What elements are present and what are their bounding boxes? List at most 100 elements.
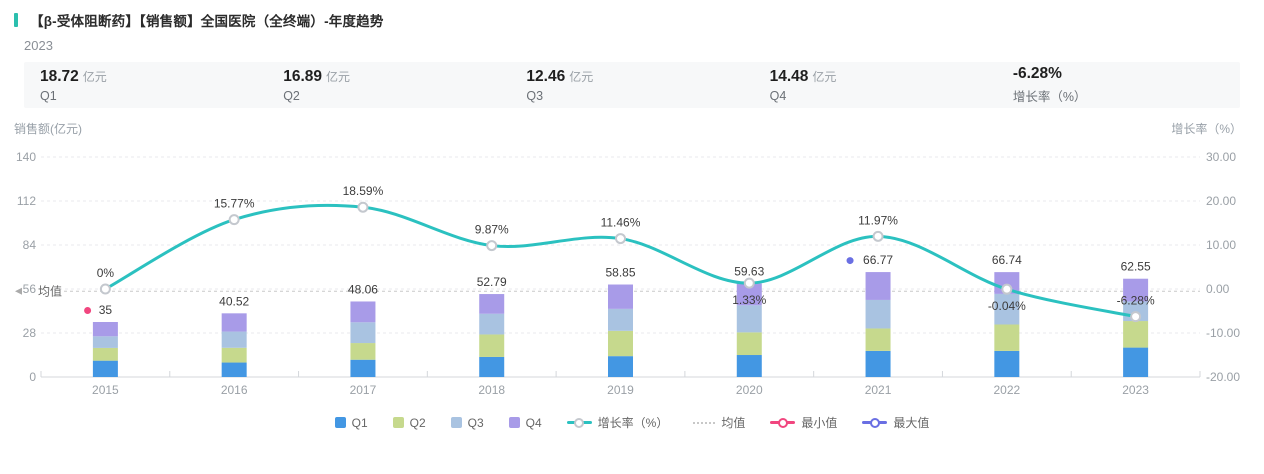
stat-增长率（%）: -6.28% 增长率（%） bbox=[997, 65, 1240, 105]
legend-label: 最小值 bbox=[801, 416, 838, 430]
growth-point-label: -6.28% bbox=[1117, 294, 1155, 308]
legend-label: Q1 bbox=[351, 415, 368, 430]
bar-segment-q3-2022[interactable] bbox=[994, 293, 1020, 325]
x-axis-label: 2015 bbox=[92, 383, 119, 397]
legend-swatch-icon bbox=[334, 417, 346, 428]
chart-legend: Q1 Q2 Q3 Q4 增长率（%） 均值 最小值 最大值 bbox=[0, 414, 1264, 431]
growth-point-label: 0% bbox=[97, 266, 115, 280]
growth-point-label: 9.87% bbox=[475, 223, 509, 237]
bar-segment-q4-2017[interactable] bbox=[350, 301, 376, 323]
bar-segment-q1-2018[interactable] bbox=[479, 356, 505, 377]
growth-point-label: 11.97% bbox=[858, 213, 898, 227]
bar-segment-q3-2021[interactable] bbox=[865, 299, 891, 329]
mean-line-label: 均值 bbox=[38, 283, 62, 298]
growth-point-2022[interactable] bbox=[1001, 283, 1013, 295]
stat-value: 12.46 亿元 bbox=[526, 67, 594, 85]
stat-Q1: 18.72 亿元 Q1 bbox=[24, 68, 267, 103]
legend-item-q1[interactable]: Q1 bbox=[334, 415, 368, 430]
growth-point-2020[interactable] bbox=[743, 277, 755, 289]
growth-point-2023[interactable] bbox=[1130, 311, 1142, 323]
bar-total-label: 59.63 bbox=[734, 264, 764, 278]
bar-segment-q4-2023[interactable] bbox=[1123, 278, 1149, 302]
bar-segment-q1-2022[interactable] bbox=[994, 350, 1020, 377]
bar-segment-q4-2015[interactable] bbox=[92, 322, 118, 337]
legend-item-max[interactable]: 最大值 bbox=[862, 414, 929, 431]
bar-segment-q2-2020[interactable] bbox=[736, 332, 762, 356]
bar-segment-q1-2023[interactable] bbox=[1123, 347, 1149, 377]
bar-segment-q2-2022[interactable] bbox=[994, 324, 1020, 351]
bar-segment-q4-2019[interactable] bbox=[608, 284, 633, 309]
left-axis-tick-label: 28 bbox=[23, 326, 37, 340]
left-axis-tick-label: 140 bbox=[16, 150, 36, 164]
bar-segment-q4-2021[interactable] bbox=[865, 272, 891, 300]
legend-item-line[interactable]: 增长率（%） bbox=[566, 414, 668, 431]
growth-point-2018[interactable] bbox=[486, 240, 498, 252]
bar-segment-q2-2017[interactable] bbox=[350, 343, 376, 360]
bar-segment-q2-2023[interactable] bbox=[1123, 321, 1149, 348]
left-axis-tick-label: 84 bbox=[23, 238, 37, 252]
bar-segment-q1-2021[interactable] bbox=[865, 350, 891, 377]
x-axis-label: 2020 bbox=[736, 383, 763, 397]
bar-segment-q1-2017[interactable] bbox=[350, 359, 376, 377]
bar-segment-q2-2018[interactable] bbox=[479, 334, 505, 357]
legend-item-q4[interactable]: Q4 bbox=[508, 416, 542, 430]
chart-title: 【β-受体阻断药】【销售额】全国医院（全终端）-年度趋势 bbox=[30, 14, 384, 29]
bar-segment-q2-2015[interactable] bbox=[92, 347, 118, 361]
stat-value: -6.28% bbox=[1012, 65, 1062, 82]
growth-point-2015[interactable] bbox=[99, 283, 111, 295]
bar-segment-q3-2016[interactable] bbox=[221, 331, 247, 348]
x-axis-label: 2016 bbox=[221, 383, 248, 397]
bar-segment-q3-2018[interactable] bbox=[479, 313, 505, 335]
growth-point-label: 15.77% bbox=[214, 197, 255, 211]
bar-total-label: 48.06 bbox=[348, 282, 378, 296]
legend-item-q3[interactable]: Q3 bbox=[450, 416, 484, 430]
bar-segment-q3-2017[interactable] bbox=[350, 322, 376, 344]
bar-total-label: 35 bbox=[99, 303, 113, 317]
bar-segment-q4-2016[interactable] bbox=[221, 313, 247, 332]
bar-segment-q1-2020[interactable] bbox=[736, 355, 762, 377]
bar-segment-q3-2020[interactable] bbox=[736, 305, 762, 333]
chart-title-row: 【β-受体阻断药】【销售额】全国医院（全终端）-年度趋势 bbox=[14, 10, 384, 30]
bar-segment-q4-2020[interactable] bbox=[736, 283, 762, 306]
trend-chart: 140 30.00 112 20.00 84 10.00 56 0.00 28 -10.00 0 -2… bbox=[15, 150, 1240, 397]
legend-item-q2[interactable]: Q2 bbox=[392, 416, 426, 430]
bar-segment-q3-2015[interactable] bbox=[92, 336, 118, 348]
growth-point-2021[interactable] bbox=[872, 230, 884, 242]
legend-label: 最大值 bbox=[893, 416, 930, 430]
x-axis-label: 2022 bbox=[993, 383, 1020, 397]
growth-point-label: 11.46% bbox=[601, 216, 641, 230]
legend-item-mean[interactable]: 均值 bbox=[693, 414, 745, 431]
bar-segment-q4-2018[interactable] bbox=[479, 294, 505, 314]
legend-line-marker-icon bbox=[566, 417, 592, 428]
growth-point-label: 18.59% bbox=[343, 184, 384, 198]
bar-segment-q2-2016[interactable] bbox=[221, 347, 247, 363]
bar-total-label: 62.55 bbox=[1121, 260, 1151, 274]
stat-label: Q3 bbox=[526, 88, 544, 103]
legend-swatch-icon bbox=[508, 417, 520, 428]
x-axis-label: 2018 bbox=[478, 383, 505, 397]
x-axis-label: 2021 bbox=[865, 383, 892, 397]
bar-segment-q2-2019[interactable] bbox=[608, 330, 633, 357]
growth-point-2016[interactable] bbox=[228, 214, 240, 226]
max-value-marker[interactable] bbox=[846, 257, 854, 265]
growth-point-2017[interactable] bbox=[357, 201, 369, 213]
bar-total-label: 40.52 bbox=[219, 294, 249, 308]
current-year-label: 2023 bbox=[24, 38, 53, 53]
summary-stats-band: 18.72 亿元 Q1 16.89 亿元 Q2 12.46 亿元 Q3 14.48 亿元 Q4 -6.2… bbox=[24, 62, 1240, 108]
bar-segment-q3-2019[interactable] bbox=[608, 308, 633, 331]
stat-label: Q2 bbox=[283, 88, 300, 103]
mean-line-arrow-icon bbox=[15, 287, 22, 295]
stat-Q2: 16.89 亿元 Q2 bbox=[267, 68, 510, 103]
bar-total-label: 58.85 bbox=[605, 266, 635, 280]
growth-point-2019[interactable] bbox=[615, 233, 626, 245]
min-value-marker[interactable] bbox=[84, 307, 92, 314]
bar-segment-q2-2021[interactable] bbox=[865, 328, 891, 351]
bar-segment-q1-2015[interactable] bbox=[92, 360, 118, 377]
legend-swatch-icon bbox=[392, 417, 404, 428]
bar-segment-q1-2016[interactable] bbox=[221, 362, 247, 377]
bar-segment-q1-2019[interactable] bbox=[608, 356, 633, 377]
legend-line-marker-icon bbox=[862, 417, 888, 428]
growth-point-label: -0.04% bbox=[988, 299, 1026, 313]
legend-item-min[interactable]: 最小值 bbox=[770, 414, 837, 431]
